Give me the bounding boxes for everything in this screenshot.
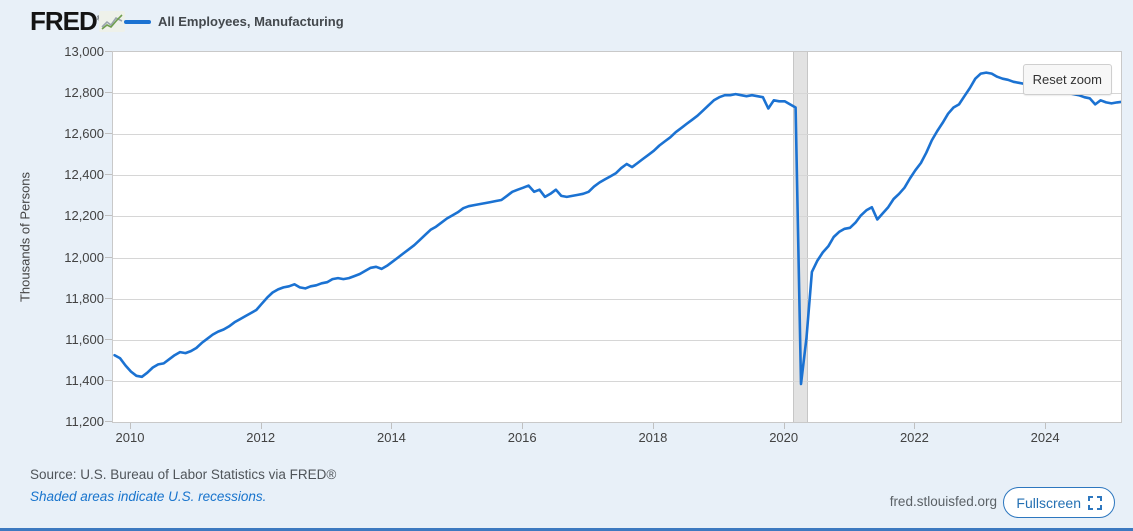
y-tick-label: 12,000	[64, 249, 104, 265]
x-tick-mark	[129, 423, 131, 429]
fred-logo[interactable]: FRED®	[30, 6, 102, 36]
gridline	[113, 134, 1121, 136]
gridline	[113, 298, 1121, 300]
gridline	[113, 175, 1121, 177]
fullscreen-label: Fullscreen	[1016, 494, 1081, 511]
y-tick-label: 12,400	[64, 167, 104, 183]
x-tick-mark	[391, 423, 393, 429]
fullscreen-button[interactable]: Fullscreen	[1003, 487, 1115, 518]
gridline	[113, 93, 1121, 95]
y-tick-label: 12,600	[64, 126, 104, 142]
x-tick-label: 2010	[115, 430, 145, 445]
reset-zoom-button[interactable]: Reset zoom	[1022, 64, 1112, 95]
recession-note-link[interactable]: Shaded areas indicate U.S. recessions.	[30, 489, 267, 504]
fred-sparkline-icon	[99, 11, 125, 32]
y-tick-label: 11,400	[65, 372, 104, 388]
y-tick-mark	[105, 297, 112, 299]
y-tick-label: 11,200	[65, 414, 104, 429]
gridline	[113, 339, 1121, 341]
y-tick-mark	[105, 421, 112, 422]
y-tick-label: 13,000	[64, 44, 104, 59]
gridline	[113, 257, 1121, 259]
site-url[interactable]: fred.stlouisfed.org	[889, 494, 997, 509]
x-tick-mark	[260, 423, 262, 429]
y-tick-label: 11,800	[65, 290, 104, 306]
x-tick-label: 2022	[899, 430, 929, 445]
y-tick-mark	[105, 338, 112, 340]
y-tick-mark	[105, 379, 112, 381]
source-text: Source: U.S. Bureau of Labor Statistics …	[30, 467, 337, 482]
x-tick-label: 2016	[507, 430, 537, 445]
y-tick-mark	[105, 256, 112, 258]
x-tick-label: 2020	[769, 430, 799, 445]
y-tick-label: 12,200	[64, 208, 104, 224]
legend-series-label[interactable]: All Employees, Manufacturing	[158, 14, 344, 29]
x-tick-mark	[783, 423, 785, 429]
y-tick-mark	[105, 174, 112, 176]
y-tick-label: 11,600	[65, 331, 104, 347]
x-tick-mark	[522, 423, 524, 429]
x-tick-label: 2018	[638, 430, 668, 445]
fullscreen-icon	[1088, 495, 1102, 510]
x-tick-mark	[1045, 423, 1047, 429]
y-axis-title: Thousands of Persons	[17, 171, 33, 303]
y-tick-mark	[105, 215, 112, 217]
y-tick-mark	[105, 51, 112, 52]
gridline	[113, 216, 1121, 218]
x-tick-mark	[652, 423, 654, 429]
chart-plot-area[interactable]: Reset zoom	[112, 51, 1122, 423]
y-tick-mark	[105, 92, 112, 94]
y-tick-label: 12,800	[64, 85, 104, 101]
x-tick-label: 2024	[1030, 430, 1060, 445]
y-tick-mark	[105, 133, 112, 135]
legend-line-swatch	[124, 20, 151, 24]
gridline	[113, 380, 1121, 382]
x-tick-label: 2012	[246, 430, 276, 445]
x-tick-mark	[914, 423, 916, 429]
x-tick-label: 2014	[376, 430, 406, 445]
data-line-layer	[113, 71, 1121, 386]
